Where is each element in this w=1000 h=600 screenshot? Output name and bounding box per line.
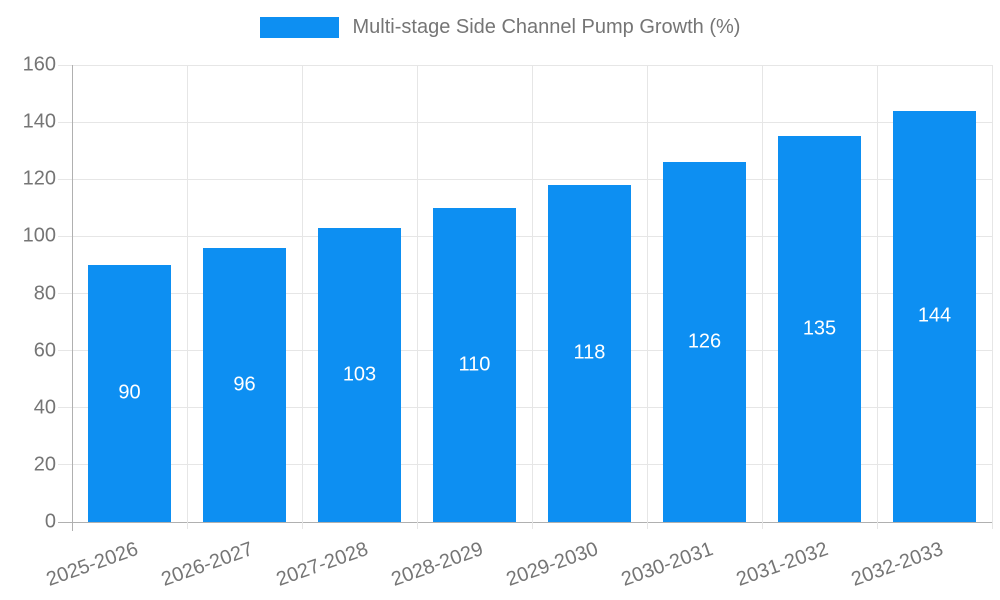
bar — [548, 184, 631, 522]
x-gridline — [301, 65, 303, 529]
x-axis-label: 2028-2029 — [388, 538, 486, 591]
bar-value-label: 90 — [118, 381, 141, 404]
y-gridline — [58, 464, 992, 466]
bar — [88, 264, 171, 522]
y-gridline — [58, 64, 992, 66]
y-axis-label: 100 — [22, 224, 56, 247]
bar-value-label: 103 — [342, 363, 377, 386]
bar-value-label: 110 — [458, 353, 491, 376]
y-axis-label: 40 — [33, 396, 56, 419]
x-axis-label: 2031-2032 — [733, 538, 831, 591]
x-gridline — [186, 65, 188, 529]
x-gridline — [646, 65, 648, 529]
x-gridline — [991, 65, 993, 529]
x-gridline — [761, 65, 763, 529]
x-axis-label: 2029-2030 — [503, 538, 601, 591]
bar-value-label: 118 — [573, 341, 606, 364]
x-gridline — [876, 65, 878, 529]
y-axis-label: 20 — [33, 453, 56, 476]
y-gridline — [58, 293, 992, 294]
y-gridline — [58, 407, 992, 409]
x-axis-label: 2032-2033 — [848, 538, 946, 591]
bar — [893, 110, 976, 522]
y-axis-label: 80 — [33, 282, 56, 304]
bar-value-label: 96 — [233, 373, 256, 396]
y-gridline — [58, 178, 992, 180]
x-axis-label: 2025-2026 — [43, 538, 141, 591]
bar — [663, 162, 746, 522]
bar — [203, 247, 286, 522]
legend-swatch — [259, 17, 339, 38]
bar-value-label: 126 — [687, 330, 722, 353]
y-axis-label: 0 — [44, 510, 56, 533]
bar-value-label: 135 — [802, 317, 837, 340]
x-gridline — [416, 65, 418, 529]
legend-label: Multi-stage Side Channel Pump Growth (%) — [352, 16, 741, 38]
y-axis-line — [71, 65, 73, 531]
x-gridline — [531, 65, 533, 529]
y-axis-label: 120 — [22, 167, 56, 190]
y-axis-label: 160 — [22, 53, 56, 76]
x-axis-label: 2030-2031 — [618, 538, 716, 591]
bar — [778, 136, 861, 522]
bar — [433, 207, 516, 522]
x-axis-baseline — [58, 521, 992, 523]
y-axis-label: 60 — [33, 339, 56, 362]
chart-legend: Multi-stage Side Channel Pump Growth (%) — [0, 16, 1000, 39]
bar — [318, 227, 401, 522]
x-axis-label: 2026-2027 — [158, 538, 256, 591]
y-axis-label: 140 — [22, 110, 56, 133]
x-axis-label: 2027-2028 — [273, 538, 371, 591]
y-gridline — [58, 121, 992, 123]
y-gridline — [58, 350, 992, 352]
y-gridline — [58, 235, 992, 237]
bar-value-label: 144 — [917, 304, 952, 327]
